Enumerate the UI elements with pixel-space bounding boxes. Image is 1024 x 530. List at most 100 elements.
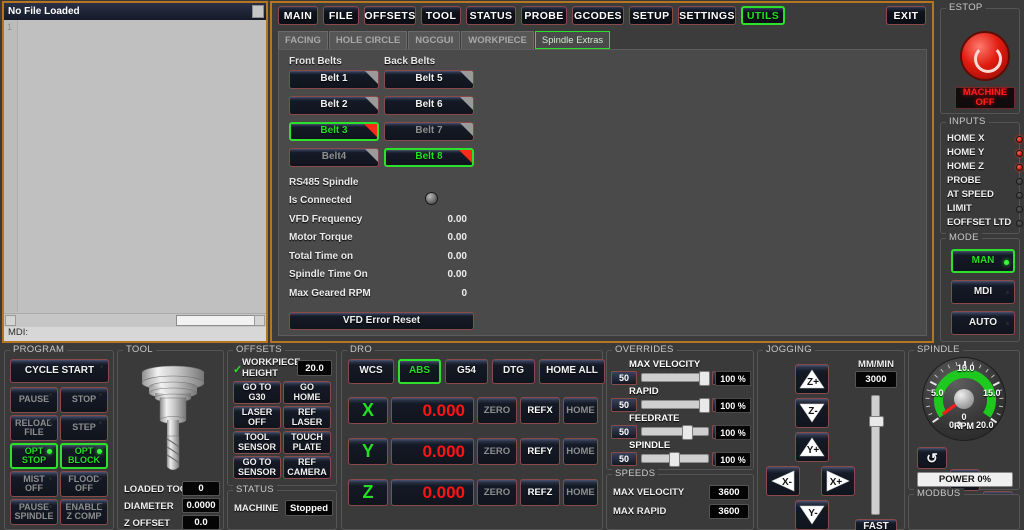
dro-value-x[interactable]: 0.000 [391, 397, 474, 424]
subtab-workpiece[interactable]: WORKPIECE [461, 31, 534, 49]
dro-mode-wcs[interactable]: WCS [348, 359, 394, 384]
override-slider-feedrate[interactable] [641, 425, 709, 440]
belt-button-belt5[interactable]: Belt 5 [384, 70, 474, 89]
program-button-step[interactable]: STEP [60, 415, 108, 441]
program-button-flood-off[interactable]: FLOOD OFF [60, 471, 108, 497]
subtab-ngcgui[interactable]: NGCGUI [408, 31, 461, 49]
dro-home-x-button[interactable]: HOME [563, 397, 598, 424]
program-button-opt-stop[interactable]: OPT STOP [10, 443, 58, 469]
offsets-button-go-home[interactable]: GO HOME [283, 381, 331, 404]
nav-tab-probe[interactable]: PROBE [521, 6, 567, 25]
override-slider-knob[interactable] [669, 452, 680, 467]
scrollbar-thumb[interactable] [176, 315, 262, 326]
jog-z-minus-button[interactable]: Z- [795, 398, 829, 428]
offsets-button-laser-off[interactable]: LASER OFF [233, 406, 281, 429]
jog-x-minus-button[interactable]: X- [766, 466, 800, 496]
dro-home-z-button[interactable]: HOME [563, 479, 598, 506]
program-button-reload-file[interactable]: RELOAD FILE [10, 415, 58, 441]
dro-mode-home-all[interactable]: HOME ALL [539, 359, 605, 384]
jog-slider-knob[interactable] [869, 416, 884, 427]
override-min-button[interactable]: 50 [611, 425, 637, 439]
jog-y-plus-button[interactable]: Y+ [795, 432, 829, 462]
program-button-led [48, 504, 53, 509]
dro-zero-x-button[interactable]: ZERO [477, 397, 517, 424]
override-slider-max-velocity[interactable] [641, 371, 710, 386]
jog-rate-value[interactable]: 3000 [855, 371, 897, 388]
offsets-button-go-to-sensor[interactable]: GO TO SENSOR [233, 456, 281, 479]
dro-value-y[interactable]: 0.000 [391, 438, 474, 465]
belt-corner-indicator [365, 71, 378, 84]
belt-button-belt8[interactable]: Belt 8 [384, 148, 474, 167]
jog-z-plus-button[interactable]: Z+ [795, 364, 829, 394]
subtab-hole-circle[interactable]: HOLE CIRCLE [328, 31, 408, 49]
scroll-left-arrow[interactable] [5, 315, 16, 326]
nav-tab-setup[interactable]: SETUP [629, 6, 673, 25]
jog-x-plus-button[interactable]: X+ [821, 466, 855, 496]
dro-zero-y-button[interactable]: ZERO [477, 438, 517, 465]
override-slider-knob[interactable] [682, 425, 693, 440]
nav-tab-main[interactable]: MAIN [278, 6, 318, 25]
workpiece-height-value[interactable]: 20.0 [297, 360, 332, 376]
mode-button-mdi[interactable]: MDI [951, 280, 1015, 304]
override-slider-spindle[interactable] [641, 452, 709, 467]
override-min-button[interactable]: 50 [611, 452, 637, 466]
nav-tab-tool[interactable]: TOOL [421, 6, 461, 25]
offsets-button-ref-camera[interactable]: REF CAMERA [283, 456, 331, 479]
scroll-right-arrow[interactable] [254, 315, 265, 326]
dro-ref-x-button[interactable]: REFX [520, 397, 560, 424]
nav-tab-file[interactable]: FILE [323, 6, 359, 25]
dro-mode-abs[interactable]: ABS [398, 359, 441, 384]
subtab-facing[interactable]: FACING [278, 31, 328, 49]
dro-home-y-button[interactable]: HOME [563, 438, 598, 465]
program-button-mist-off[interactable]: MIST OFF [10, 471, 58, 497]
nav-tab-utils[interactable]: UTILS [741, 6, 785, 25]
vfd-error-reset-button[interactable]: VFD Error Reset [289, 312, 474, 330]
mode-button-auto[interactable]: AUTO [951, 311, 1015, 335]
dro-zero-z-button[interactable]: ZERO [477, 479, 517, 506]
mdi-entry-line[interactable]: MDI: [4, 327, 266, 341]
dro-mode-dtg[interactable]: DTG [492, 359, 535, 384]
dro-axis-label-z: Z [348, 479, 388, 506]
estop-button[interactable] [960, 31, 1010, 81]
jog-rate-slider[interactable] [869, 395, 884, 515]
belt-button-belt1[interactable]: Belt 1 [289, 70, 379, 89]
dro-value-z[interactable]: 0.000 [391, 479, 474, 506]
belt-button-belt2[interactable]: Belt 2 [289, 96, 379, 115]
program-button-pause[interactable]: PAUSE [10, 387, 58, 413]
override-slider-knob[interactable] [699, 371, 710, 386]
jog-y-minus-button[interactable]: Y- [795, 500, 829, 530]
nav-tab-gcodes[interactable]: GCODES [572, 6, 624, 25]
dro-value-text: 0.000 [422, 400, 465, 420]
gcode-title-scroll[interactable] [252, 5, 264, 18]
gcode-text-area[interactable]: 1 [4, 20, 266, 312]
dro-ref-z-button[interactable]: REFZ [520, 479, 560, 506]
cycle-start-button[interactable]: CYCLE START [10, 359, 109, 383]
offsets-button-ref-laser[interactable]: REF LASER [283, 406, 331, 429]
override-slider-rapid[interactable] [641, 398, 710, 413]
dro-mode-g54[interactable]: G54 [445, 359, 488, 384]
program-button-enable-z-comp[interactable]: ENABLE Z COMP [60, 499, 108, 525]
override-slider-knob[interactable] [699, 398, 710, 413]
program-button-stop[interactable]: STOP [60, 387, 108, 413]
belt-button-belt7[interactable]: Belt 7 [384, 122, 474, 141]
belt-button-belt4[interactable]: Belt4 [289, 148, 379, 167]
offsets-button-touch-plate[interactable]: TOUCH PLATE [283, 431, 331, 454]
program-button-pause-spindle[interactable]: PAUSE SPINDLE [10, 499, 58, 525]
spindle-ccw-button[interactable]: ↺ [917, 447, 947, 469]
override-min-button[interactable]: 50 [611, 371, 637, 385]
mode-button-man[interactable]: MAN [951, 249, 1015, 273]
gcode-horizontal-scrollbar[interactable] [4, 313, 266, 327]
dro-ref-y-button[interactable]: REFY [520, 438, 560, 465]
belt-button-belt6[interactable]: Belt 6 [384, 96, 474, 115]
offsets-button-tool-sensor[interactable]: TOOL SENSOR [233, 431, 281, 454]
nav-tab-offsets[interactable]: OFFSETS [364, 6, 416, 25]
exit-button[interactable]: EXIT [886, 6, 926, 25]
program-button-opt-block[interactable]: OPT BLOCK [60, 443, 108, 469]
nav-tab-settings[interactable]: SETTINGS [678, 6, 736, 25]
jog-fast-button[interactable]: FAST [855, 519, 897, 530]
subtab-spindle-extras[interactable]: Spindle Extras [534, 31, 611, 49]
belt-button-belt3[interactable]: Belt 3 [289, 122, 379, 141]
offsets-button-go-to-g30[interactable]: GO TO G30 [233, 381, 281, 404]
override-min-button[interactable]: 50 [611, 398, 637, 412]
nav-tab-status[interactable]: STATUS [466, 6, 516, 25]
